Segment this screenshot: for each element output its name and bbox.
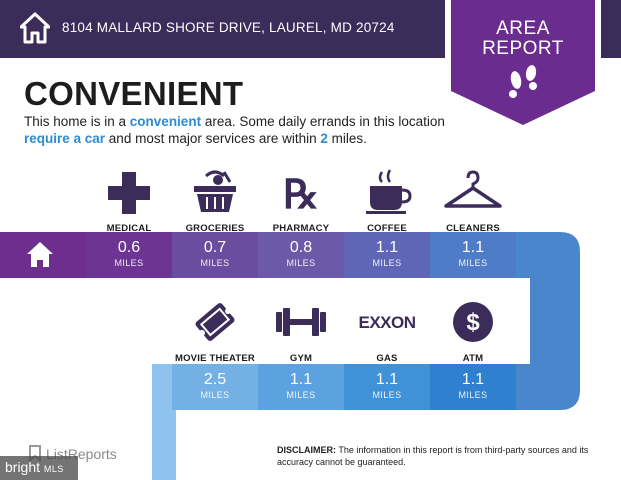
band-row2-0: [172, 364, 258, 410]
dollar-coin-icon: $: [453, 302, 493, 342]
category-atm: $ ATM: [430, 298, 516, 364]
category-pharmacy: ℞ PHARMACY: [258, 168, 344, 234]
category-gas: EXXON GAS: [344, 298, 430, 364]
bright-mls-watermark: bright MLS: [0, 456, 78, 480]
band-row1-2: [258, 232, 344, 278]
ticket-icon: [195, 303, 235, 341]
distance-coffee: 1.1 MILES: [372, 239, 402, 268]
band-row1-4: [430, 232, 516, 278]
category-coffee: COFFEE: [344, 168, 430, 234]
footprints-icon: [509, 65, 537, 98]
distance-pharmacy: 0.8 MILES: [286, 239, 316, 268]
highlight-convenient: convenient: [129, 114, 202, 129]
category-groceries: GROCERIES: [172, 168, 258, 234]
exxon-logo: EXXON: [358, 313, 416, 332]
description: This home is in a convenient area. Some …: [24, 114, 445, 146]
distance-movie-theater: 2.5 MILES: [200, 371, 230, 400]
svg-text:$: $: [466, 309, 480, 336]
category-cleaners: CLEANERS: [430, 168, 516, 234]
distance-atm: 1.1 MILES: [458, 371, 488, 400]
band-row2-1: [258, 364, 344, 410]
svg-text:℞: ℞: [283, 172, 319, 216]
category-movie-theater: MOVIE THEATER: [172, 298, 258, 364]
rx-icon: ℞: [283, 172, 319, 217]
house-icon: [19, 12, 51, 44]
dumbbell-icon: [276, 308, 326, 336]
badge-line-1: AREA: [496, 18, 550, 39]
disclaimer: DISCLAIMER: The information in this repo…: [277, 445, 589, 467]
grocery-basket-icon: [194, 170, 236, 212]
distance-medical: 0.6 MILES: [114, 239, 144, 268]
distance-gym: 1.1 MILES: [286, 371, 316, 400]
category-gym: GYM: [258, 298, 344, 364]
highlight-distance: 2: [320, 130, 328, 146]
medical-cross-icon: [108, 172, 150, 214]
distance-groceries: 0.7 MILES: [200, 239, 230, 268]
coffee-cup-icon: [366, 169, 412, 214]
band-row1-1: [172, 232, 258, 278]
band-row2-2: [344, 364, 430, 410]
band-row1-3: [344, 232, 430, 278]
distance-cleaners: 1.1 MILES: [458, 239, 488, 268]
area-report-badge: [445, 0, 601, 132]
badge-line-2: REPORT: [482, 38, 564, 59]
distance-gas: 1.1 MILES: [372, 371, 402, 400]
house-start-icon: [27, 242, 53, 267]
property-address: 8104 MALLARD SHORE DRIVE, LAUREL, MD 207…: [62, 20, 395, 35]
svg-text:EXXON: EXXON: [358, 313, 415, 332]
page-title: CONVENIENT: [24, 75, 244, 112]
category-medical: MEDICAL: [86, 168, 172, 234]
hanger-icon: [444, 170, 502, 208]
band-row2-3: [430, 364, 516, 410]
highlight-require-car: require a car: [24, 130, 106, 146]
band-row1-0: [86, 232, 172, 278]
